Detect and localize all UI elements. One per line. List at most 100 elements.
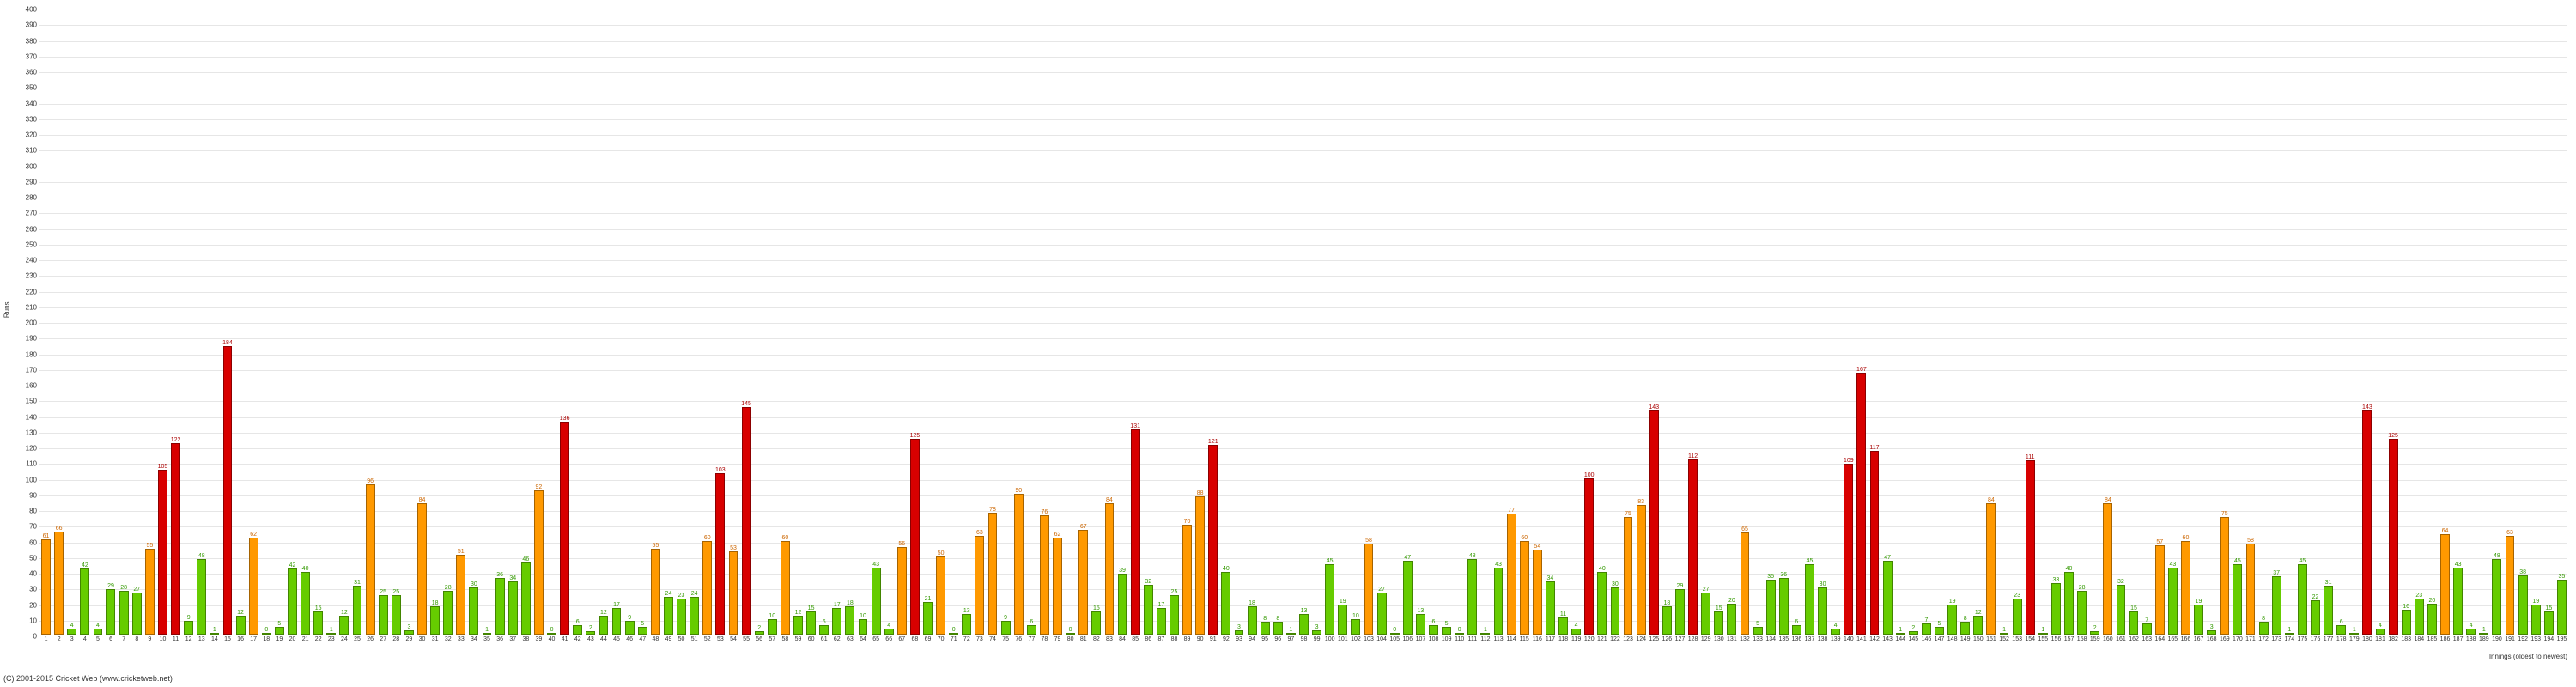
bar-value-label: 45 [2234,558,2241,564]
x-tick-label: 26 [367,636,374,642]
x-tick-label: 67 [898,636,905,642]
x-tick-label: 2 [58,636,61,642]
bar: 37 [2272,576,2281,635]
y-tick-label: 10 [29,617,37,624]
x-tick-label: 110 [1455,636,1464,642]
x-tick-label: 121 [1597,636,1607,642]
bar-value-label: 15 [808,605,815,611]
y-tick-label: 30 [29,586,37,593]
bar-value-label: 53 [730,545,737,551]
x-tick-label: 20 [289,636,296,642]
y-tick-label: 360 [26,69,37,76]
bar-value-label: 5 [1938,621,1941,627]
bar-value-label: 1 [2002,627,2006,633]
bar-value-label: 45 [1807,558,1814,564]
bar-value-label: 32 [1145,579,1151,585]
x-tick-label: 168 [2207,636,2217,642]
bar-value-label: 6 [823,619,826,625]
bar: 34 [1546,581,1555,635]
bar: 9 [184,621,193,635]
bar-value-label: 48 [1469,553,1476,559]
bar: 4 [2466,629,2476,635]
bar: 50 [936,556,945,635]
bar: 58 [1364,544,1374,635]
bar: 24 [664,597,673,635]
bar: 3 [1235,630,1244,635]
bar-value-label: 4 [2379,623,2382,629]
bar: 0 [1455,633,1464,635]
bar-value-label: 60 [1521,535,1528,541]
bar: 19 [1338,605,1347,635]
bar: 67 [1078,530,1088,635]
bar: 4 [94,629,103,635]
x-tick-label: 72 [963,636,970,642]
bar-value-label: 28 [120,585,127,591]
x-tick-label: 194 [2544,636,2555,642]
bar-value-label: 167 [1856,367,1867,373]
bar: 47 [1883,561,1893,635]
bar-value-label: 12 [237,610,244,616]
bar-value-label: 29 [107,583,114,589]
bar: 1 [1896,633,1905,635]
bar-value-label: 31 [2325,580,2332,586]
bar-value-label: 15 [1093,605,1100,611]
bar: 43 [872,568,881,635]
bar-value-label: 62 [250,532,257,538]
y-tick-label: 300 [26,162,37,170]
bar-value-label: 70 [1184,519,1191,525]
x-tick-label: 169 [2220,636,2230,642]
bar-value-label: 46 [522,556,529,562]
y-tick-label: 250 [26,240,37,248]
bar: 46 [521,562,531,635]
y-tick-label: 310 [26,147,37,155]
x-tick-label: 102 [1351,636,1361,642]
bar: 27 [1377,593,1387,635]
bar: 2 [2090,631,2099,635]
bar-value-label: 20 [1728,598,1735,604]
chart-container: Runs 01020304050607080901001101201301401… [0,0,2576,687]
bar: 145 [742,407,751,635]
bar-value-label: 5 [1756,621,1759,627]
bar: 19 [2531,605,2541,635]
x-tick-label: 8 [135,636,138,642]
bar-value-label: 122 [171,437,181,443]
bar: 55 [651,549,660,635]
bar-value-label: 112 [1688,453,1698,459]
x-tick-label: 18 [263,636,270,642]
bar: 143 [2362,410,2372,635]
bar-value-label: 9 [187,615,191,621]
x-tick-label: 127 [1675,636,1686,642]
bar-value-label: 8 [1263,616,1267,622]
bar-value-label: 10 [860,613,866,619]
bar: 5 [1935,627,1944,635]
y-tick-label: 390 [26,21,37,29]
bar: 63 [2506,536,2515,635]
bar: 8 [1960,622,1970,635]
bar-value-label: 40 [1223,566,1230,572]
bar: 9 [625,621,635,635]
x-tick-label: 44 [600,636,607,642]
bar-value-label: 143 [1649,404,1659,410]
bar: 1 [2285,633,2294,635]
bar: 25 [392,595,401,635]
y-tick-label: 170 [26,366,37,374]
x-tick-label: 114 [1507,636,1516,642]
x-tick-label: 31 [432,636,439,642]
bar-value-label: 47 [1884,555,1891,561]
x-tick-label: 132 [1740,636,1750,642]
x-tick-label: 95 [1261,636,1268,642]
x-tick-label: 39 [536,636,543,642]
y-tick-label: 150 [26,398,37,405]
x-tick-label: 177 [2324,636,2334,642]
x-tick-label: 57 [769,636,775,642]
x-tick-label: 129 [1701,636,1711,642]
x-tick-label: 139 [1831,636,1841,642]
bar-value-label: 136 [560,416,570,422]
bar-value-label: 32 [2117,579,2124,585]
bar: 11 [1558,617,1568,635]
bar-value-label: 51 [458,549,465,555]
bar-value-label: 60 [2183,535,2190,541]
bar-value-label: 8 [2262,616,2265,622]
bar-value-label: 76 [1042,509,1048,515]
bar: 1 [2038,633,2048,635]
